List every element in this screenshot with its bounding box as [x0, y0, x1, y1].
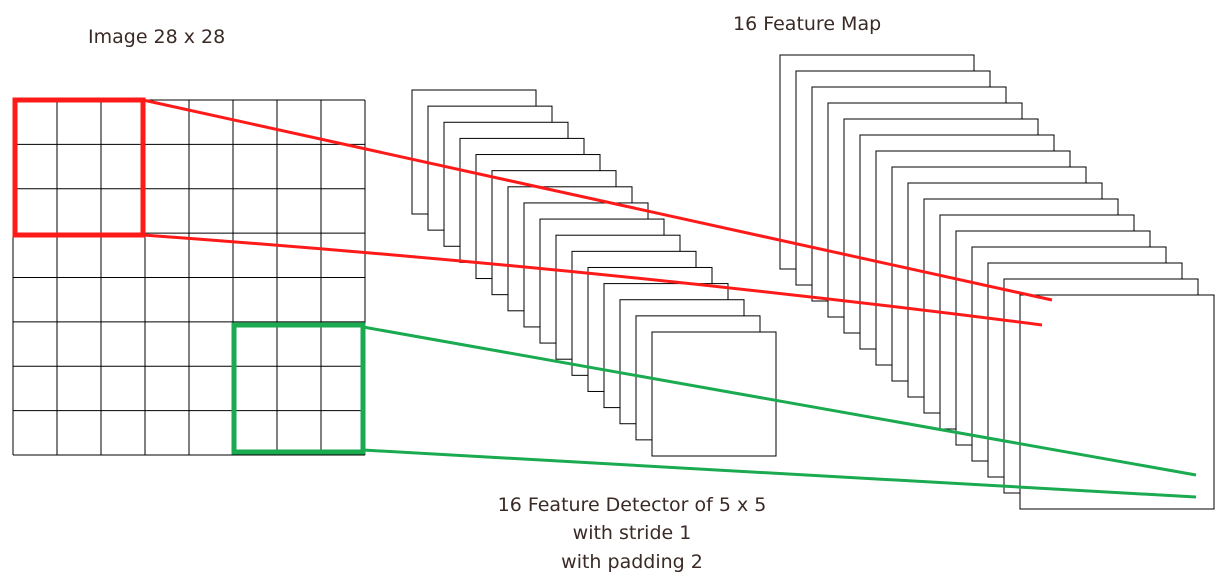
detector-caption-line-2: with stride 1	[572, 522, 692, 544]
detector-caption-line-1: 16 Feature Detector of 5 x 5	[497, 494, 767, 516]
feature-map-card	[1019, 294, 1215, 510]
feature-detector-card	[651, 331, 777, 457]
red-projection-line	[142, 233, 1043, 327]
input-image-grid	[12, 99, 366, 456]
red-highlight-window	[12, 97, 146, 238]
detector-caption-line-3: with padding 2	[561, 551, 703, 573]
image-title: Image 28 x 28	[88, 26, 226, 48]
feature-map-title: 16 Feature Map	[733, 13, 882, 35]
green-projection-line	[362, 448, 1197, 499]
highlight-windows	[12, 97, 366, 455]
green-projection-line	[362, 325, 1197, 477]
red-projection-line	[142, 98, 1053, 302]
feature-map-stack	[779, 54, 1215, 510]
green-highlight-window	[231, 322, 366, 455]
projection-lines	[142, 98, 1197, 499]
